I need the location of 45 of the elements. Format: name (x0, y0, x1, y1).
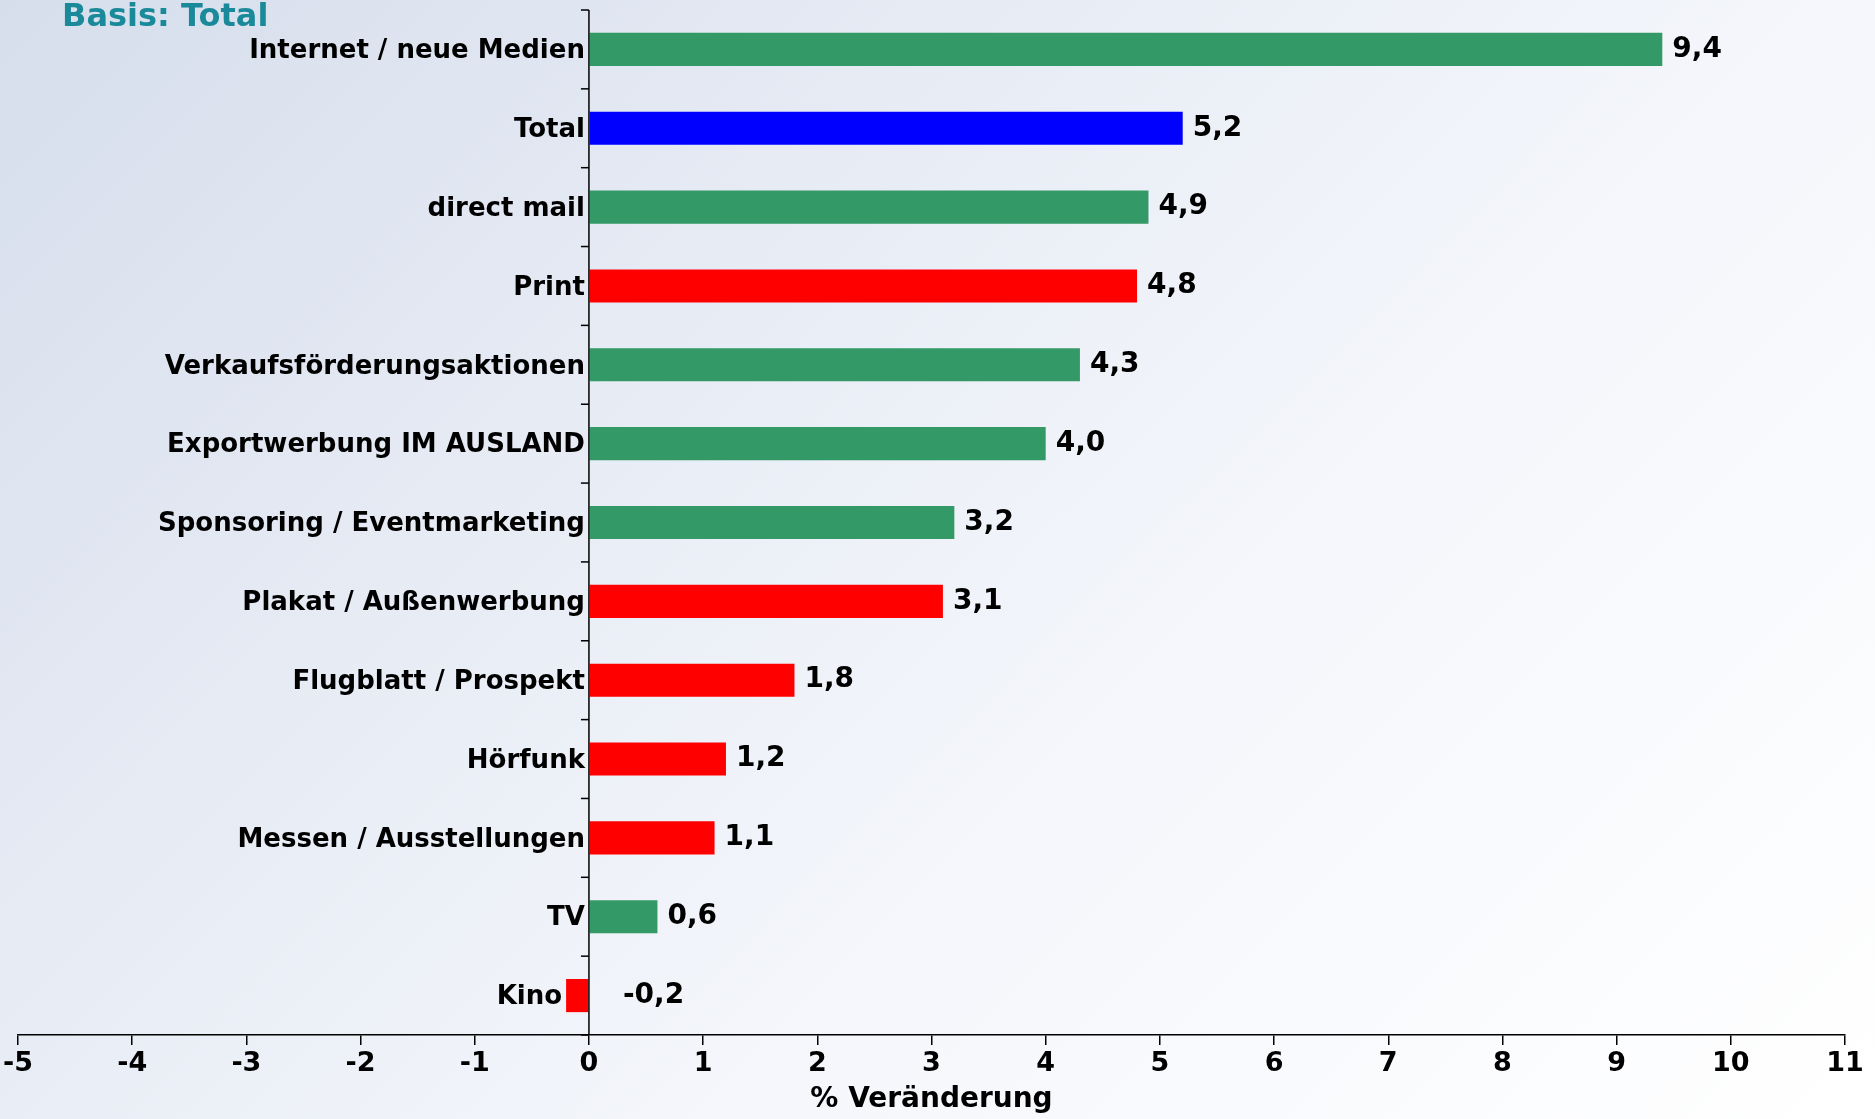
y-tick-label: Messen / Ausstellungen (237, 822, 585, 853)
x-tick-label: -4 (117, 1046, 148, 1078)
x-tick-label: -3 (231, 1046, 262, 1078)
data-label: 0,6 (667, 898, 718, 932)
x-tick-label: 5 (1150, 1046, 1170, 1078)
x-tick-label: -5 (3, 1046, 33, 1078)
data-label: 4,3 (1089, 346, 1140, 380)
data-label: 1,8 (804, 661, 855, 695)
data-label: 3,1 (952, 582, 1003, 616)
x-tick-label: 1 (693, 1046, 713, 1078)
x-axis-title: % Veränderung (810, 1081, 1053, 1115)
x-tick-label: -1 (459, 1046, 490, 1078)
x-tick-label: 0 (579, 1046, 599, 1078)
y-tick-label: Total (513, 113, 585, 144)
x-tick-label: 4 (1036, 1046, 1056, 1078)
x-tick-label: 3 (922, 1046, 941, 1078)
y-tick-label: TV (547, 901, 585, 932)
y-tick-label: direct mail (427, 191, 585, 222)
y-tick-label: Flugblatt / Prospekt (292, 664, 585, 695)
data-label: 4,8 (1147, 267, 1197, 301)
data-label: 3,2 (964, 503, 1014, 537)
x-tick-label: 9 (1607, 1046, 1627, 1078)
x-tick-label: 8 (1493, 1046, 1512, 1078)
data-label: 9,4 (1672, 30, 1722, 64)
data-label: -0,2 (622, 976, 685, 1010)
y-tick-label: Plakat / Außenwerbung (242, 586, 585, 617)
x-tick-label: 6 (1264, 1046, 1284, 1078)
y-tick-label: Hörfunk (466, 743, 586, 774)
x-tick-label: 7 (1378, 1046, 1398, 1078)
data-label: 4,9 (1158, 188, 1209, 222)
y-tick-label: Kino (496, 980, 563, 1011)
y-tick-label: Sponsoring / Eventmarketing (158, 507, 585, 538)
data-label: 1,2 (735, 740, 786, 774)
x-tick-label: 10 (1712, 1046, 1750, 1078)
y-tick-label: Exportwerbung IM AUSLAND (167, 428, 585, 459)
chart-title: Basis: Total (62, 0, 269, 34)
data-label: 1,1 (724, 819, 775, 853)
x-tick-label: 11 (1826, 1046, 1864, 1078)
y-tick-label: Verkaufsförderungsaktionen (164, 349, 585, 380)
x-tick-label: 2 (807, 1046, 827, 1078)
y-tick-label: Print (513, 270, 585, 301)
data-label: 5,2 (1192, 109, 1243, 143)
data-label: 4,0 (1055, 424, 1106, 458)
y-tick-label: Internet / neue Medien (249, 34, 585, 65)
x-tick-label: -2 (345, 1046, 376, 1078)
